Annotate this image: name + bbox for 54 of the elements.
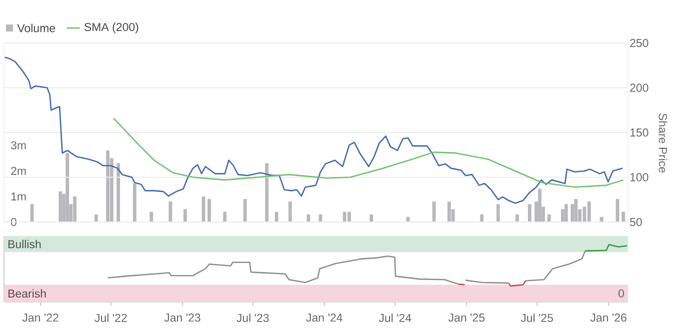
bar — [600, 216, 604, 222]
bar — [168, 202, 172, 222]
line-series — [112, 118, 624, 188]
y2-tick-label: 50 — [630, 218, 642, 226]
bar — [528, 204, 532, 222]
bar — [58, 191, 62, 222]
bar — [547, 214, 551, 222]
legend-label: SMA (200) — [84, 22, 138, 34]
bar — [208, 198, 211, 222]
x-tick-label: Jul '23 — [236, 314, 269, 322]
band-label: Bullish — [8, 240, 41, 248]
bar — [370, 214, 374, 222]
x-tick-label: Jul '22 — [94, 314, 127, 322]
line-series — [4, 56, 624, 204]
bar — [306, 214, 310, 222]
y-tick-label: 1m — [11, 192, 26, 200]
bar — [66, 152, 70, 222]
x-tick-label: Jan '22 — [22, 314, 58, 322]
y2-tick-label: 100 — [630, 173, 648, 182]
bar — [223, 212, 227, 222]
bar — [564, 204, 568, 222]
y2-tick-label: 150 — [630, 128, 648, 137]
bar — [106, 150, 110, 222]
bar — [265, 163, 269, 222]
legend-label: Volume — [17, 24, 56, 32]
bar — [538, 188, 542, 222]
x-tick-label: Jan '25 — [448, 314, 485, 322]
y-tick-label: 3m — [10, 141, 26, 150]
x-tick-label: Jul '25 — [520, 314, 553, 322]
bar — [132, 184, 136, 222]
bar — [480, 214, 484, 222]
bar — [73, 196, 76, 222]
bar — [243, 198, 247, 222]
y2-axis-title: Share Price — [658, 113, 668, 173]
bar — [622, 212, 626, 222]
y-tick-label: 2m — [11, 166, 26, 175]
bar — [574, 198, 578, 222]
bar — [94, 214, 98, 222]
band-label: Bearish — [8, 289, 46, 298]
bar — [587, 202, 591, 222]
bar — [516, 214, 519, 222]
y2-tick-label: 250 — [630, 38, 648, 48]
bar — [150, 212, 154, 222]
bar — [496, 204, 500, 222]
y2-tick-label: 200 — [630, 84, 648, 92]
x-tick-label: Jan '26 — [590, 314, 626, 322]
bar — [288, 202, 292, 222]
bar — [116, 163, 120, 222]
bar — [183, 209, 187, 222]
x-tick-label: Jul '24 — [378, 314, 412, 322]
x-tick-label: Jan '23 — [164, 314, 200, 322]
x-tick-label: Jan '24 — [306, 314, 342, 322]
annotation: 0 — [618, 289, 624, 298]
bar — [447, 202, 451, 222]
